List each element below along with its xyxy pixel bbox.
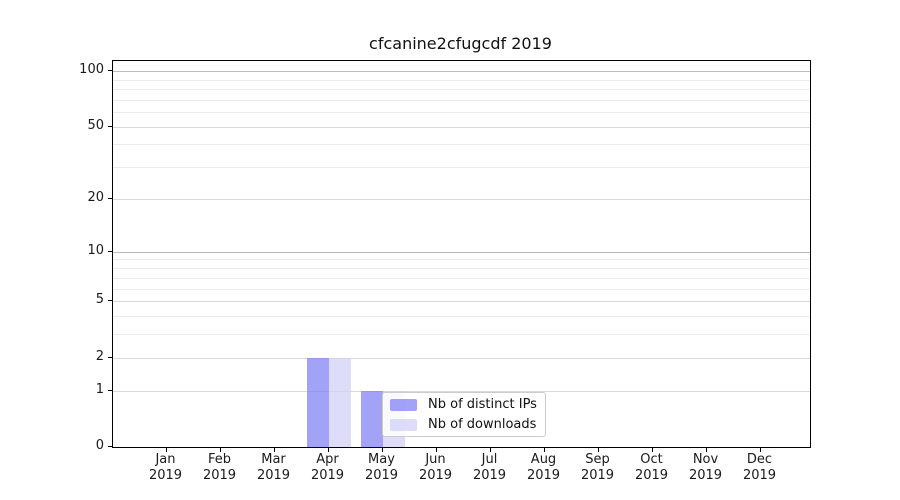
major-gridline: [113, 126, 810, 128]
y-tick-label: 100: [79, 62, 104, 77]
x-tick-mark: [273, 448, 275, 452]
y-tick-label: 50: [87, 117, 104, 133]
x-tick-label: Jan 2019: [134, 452, 198, 484]
y-tick-mark: [108, 198, 112, 199]
x-tick-year: 2019: [742, 468, 777, 483]
y-tick-mark: [108, 389, 112, 391]
bar-downloads: [328, 357, 351, 447]
major-gridline: [113, 357, 810, 359]
y-tick-mark: [108, 356, 112, 358]
x-tick-label: May 2019: [350, 452, 414, 484]
x-tick-month: Sep: [585, 452, 610, 467]
x-tick-month: Feb: [207, 452, 232, 467]
x-tick-mark: [435, 448, 437, 452]
x-tick-year: 2019: [418, 468, 453, 483]
x-tick-month: Jul: [481, 452, 498, 467]
x-tick-year: 2019: [580, 468, 615, 483]
minor-gridline: [113, 315, 810, 317]
x-tick-month: Mar: [261, 452, 286, 467]
x-tick-year: 2019: [472, 468, 507, 483]
chart-title: cfcanine2cfugcdf 2019: [369, 34, 552, 53]
x-tick-mark: [489, 448, 491, 452]
y-tick-label: 20: [87, 190, 104, 205]
x-tick-year: 2019: [688, 468, 723, 483]
x-tick-month: Jan: [155, 452, 176, 467]
x-tick-month: Aug: [530, 452, 557, 467]
minor-gridline: [113, 89, 810, 90]
y-tick-mark: [108, 70, 112, 71]
x-tick-label: Sep 2019: [566, 452, 630, 484]
x-tick-label: Mar 2019: [242, 452, 306, 484]
y-tick-label: 2: [95, 348, 104, 364]
major-gridline: [113, 301, 810, 302]
x-tick-mark: [759, 448, 761, 452]
x-tick-mark: [597, 448, 599, 452]
minor-gridline: [113, 99, 810, 101]
legend-label-downloads: Nb of downloads: [428, 416, 537, 432]
legend-item-distinct-ips: Nb of distinct IPs: [390, 397, 545, 413]
legend-swatch-distinct-ips: [390, 398, 417, 411]
x-tick-mark: [381, 448, 383, 452]
bar-distinct-ips: [306, 357, 329, 447]
x-tick-year: 2019: [634, 468, 669, 483]
x-tick-label: Jun 2019: [404, 452, 468, 484]
minor-gridline: [113, 259, 810, 261]
y-tick-mark: [108, 446, 112, 447]
bar-distinct-ips: [360, 390, 383, 447]
major-gridline: [113, 251, 810, 253]
x-tick-label: Jul 2019: [458, 452, 522, 484]
x-tick-label: Feb 2019: [188, 452, 252, 484]
x-tick-label: Oct 2019: [620, 452, 684, 484]
x-tick-mark: [651, 448, 653, 452]
minor-gridline: [113, 334, 810, 336]
major-gridline: [113, 390, 810, 392]
x-tick-month: Dec: [746, 452, 773, 467]
x-tick-year: 2019: [202, 468, 237, 483]
y-tick-mark: [108, 300, 112, 301]
x-tick-mark: [327, 448, 329, 452]
x-tick-month: Jun: [425, 452, 446, 467]
x-tick-mark: [543, 448, 545, 452]
y-tick-label: 10: [87, 242, 104, 258]
x-tick-month: Apr: [316, 452, 339, 467]
x-tick-year: 2019: [310, 468, 345, 483]
x-tick-label: Aug 2019: [512, 452, 576, 484]
y-tick-label: 5: [95, 292, 104, 307]
x-tick-label: Nov 2019: [674, 452, 738, 484]
major-gridline: [113, 199, 810, 200]
x-tick-year: 2019: [256, 468, 291, 483]
minor-gridline: [113, 167, 810, 169]
x-tick-mark: [705, 448, 707, 452]
y-tick-label: 1: [95, 381, 104, 397]
y-tick-mark: [108, 250, 112, 252]
legend: Nb of distinct IPs Nb of downloads: [382, 392, 546, 437]
minor-gridline: [113, 79, 810, 81]
minor-gridline: [113, 288, 810, 290]
x-tick-month: May: [368, 452, 395, 467]
x-tick-year: 2019: [526, 468, 561, 483]
y-tick-mark: [108, 125, 112, 127]
x-tick-label: Apr 2019: [296, 452, 360, 484]
legend-swatch-downloads: [390, 418, 417, 431]
minor-gridline: [113, 277, 810, 279]
major-gridline: [113, 71, 810, 72]
x-tick-label: Dec 2019: [728, 452, 792, 484]
minor-gridline: [113, 268, 810, 269]
x-tick-month: Oct: [640, 452, 663, 467]
minor-gridline: [113, 144, 810, 146]
legend-label-distinct-ips: Nb of distinct IPs: [428, 396, 537, 412]
minor-gridline: [113, 112, 810, 114]
plot-area: [112, 60, 811, 448]
legend-item-downloads: Nb of downloads: [390, 417, 545, 433]
x-tick-mark: [165, 448, 167, 452]
x-tick-mark: [219, 448, 221, 452]
x-tick-month: Nov: [692, 452, 719, 467]
x-tick-year: 2019: [148, 468, 183, 483]
y-tick-label: 0: [95, 438, 104, 453]
x-tick-year: 2019: [364, 468, 399, 483]
